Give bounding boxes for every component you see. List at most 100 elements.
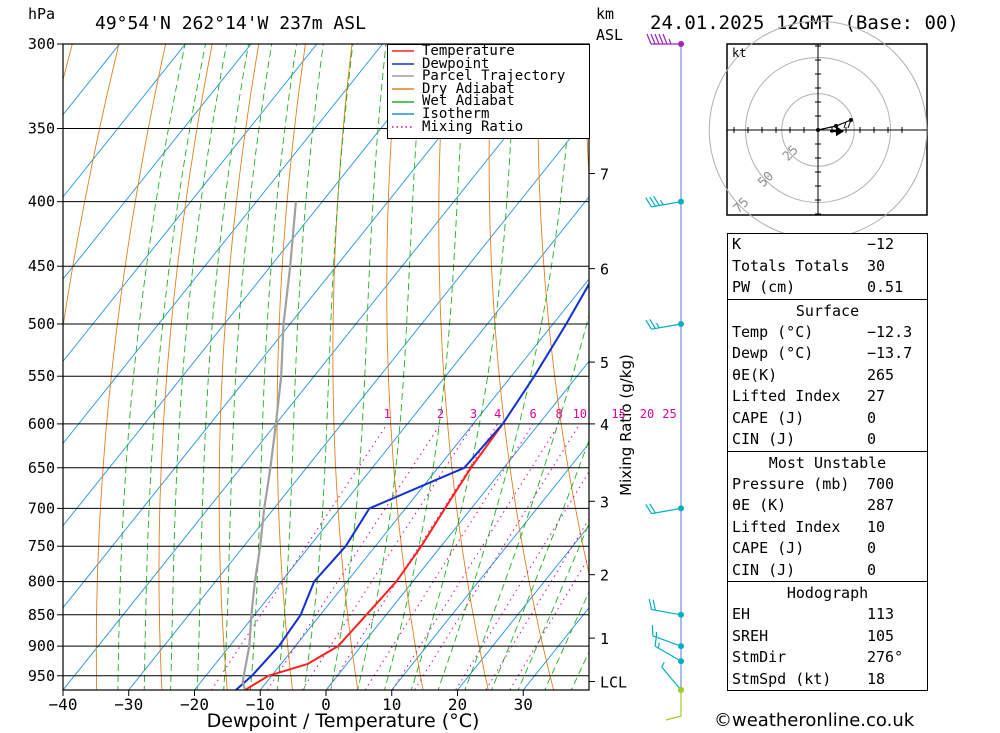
legend-swatch [392, 50, 414, 53]
surface-label: θE(K) [732, 365, 778, 384]
surface-value: 27 [867, 387, 886, 405]
hodograph_table-row: StmDir 276° [728, 647, 927, 669]
most_unstable-label: Pressure (mb) [732, 474, 850, 493]
most_unstable-row: θE (K) 287 [728, 495, 927, 517]
wind-barb [651, 609, 682, 616]
wet-adiabat-line [303, 44, 354, 690]
wet-adiabat-line [117, 44, 186, 690]
legend-swatch [392, 100, 414, 103]
wind-barb-flag [646, 33, 652, 45]
temp-tick-label: −40 [49, 695, 78, 714]
copyright-symbol: © [714, 710, 732, 731]
most_unstable-row: Pressure (mb) 700 [728, 474, 927, 496]
wind-barb-flag [645, 319, 652, 330]
surface-label: Dewp (°C) [732, 344, 814, 362]
hodograph_table-row: SREH 105 [728, 626, 927, 648]
wet-adiabat-line [249, 44, 297, 690]
isotherm-line [259, 278, 589, 690]
mixing-ratio-line [509, 556, 589, 690]
most_unstable-value: 0 [867, 560, 877, 579]
most_unstable-value: 700 [867, 474, 895, 493]
indices-label: K [732, 235, 742, 253]
pressure-label: 350 [28, 119, 55, 137]
wet-adiabat-line [196, 44, 249, 690]
isotherm-line [456, 524, 589, 690]
pressure-label: 600 [28, 415, 55, 433]
footer-copyright[interactable]: ©weatheronline.co.uk [714, 710, 914, 731]
wind-barb-flag [652, 599, 656, 611]
wind-barb-flag [658, 33, 664, 45]
wet-adiabat-line [223, 44, 273, 690]
indices-value: 30 [867, 256, 886, 275]
wind-barb-flag [654, 33, 660, 45]
wind-barb-flag [645, 197, 652, 208]
surface-row: Dewp (°C) −13.7 [728, 343, 927, 365]
mixing-ratio-label: 25 [662, 407, 676, 421]
dry-adiabat-line [0, 6, 37, 704]
temp-tick-label: 20 [448, 695, 467, 714]
surface-section: Surface Temp (°C) −12.3 Dewp (°C) −13.7 θE(K)… [728, 298, 927, 451]
wet-adiabat-line [143, 44, 206, 690]
dry-adiabat-line [332, 44, 359, 690]
surface-value: 265 [867, 365, 895, 384]
isotherm-line [63, 44, 318, 363]
legend-item-temperature: Temperature [388, 44, 589, 58]
km-tick-label: 4 [600, 416, 609, 434]
indices-section: K −12 Totals Totals 30 PW (cm) 0.51 [728, 234, 927, 299]
isotherm-line [325, 360, 589, 690]
wind-barb-half [668, 38, 672, 45]
pressure-label: 400 [28, 193, 55, 211]
footer-site: weatheronline.co.uk [732, 710, 915, 731]
legend-label: Mixing Ratio [422, 118, 524, 135]
indices-label: PW (cm) [732, 278, 796, 296]
hodograph_table-label: StmDir [732, 648, 787, 666]
legend-item-parcel: Parcel Trajectory [388, 69, 589, 83]
legend-swatch [392, 63, 414, 65]
temperature-profile [244, 423, 504, 690]
pressure-label: 550 [28, 367, 55, 385]
wet-adiabat-line [464, 313, 589, 690]
most_unstable-row: CAPE (J) 0 [728, 538, 927, 560]
temp-tick-label: −10 [246, 695, 275, 714]
wind-barb-flag [649, 319, 656, 329]
most_unstable-section: Most Unstable Pressure (mb) 700 θE (K) 287 Li… [728, 450, 927, 582]
legend-item-wet_adiabat: Wet Adiabat [388, 95, 589, 108]
isotherm-line [193, 196, 589, 690]
hodograph_table-value: 113 [867, 605, 895, 623]
most_unstable-value: 287 [867, 496, 895, 514]
mixing-ratio-line [327, 423, 499, 690]
pressure-label: 450 [28, 257, 55, 275]
legend-swatch [392, 126, 414, 128]
wind-barb-half [659, 199, 664, 206]
pressure-label: 500 [28, 315, 55, 333]
pressure-label: 800 [28, 573, 55, 591]
hodograph-barb [843, 119, 852, 129]
surface-wind-barb [665, 690, 682, 721]
pressure-label: 900 [28, 637, 55, 655]
surface-label: CIN (J) [732, 430, 796, 448]
x-axis-label: Dewpoint / Temperature (°C) [207, 710, 480, 732]
indices-value: −12 [867, 235, 895, 253]
indices-table: K −12 Totals Totals 30 PW (cm) 0.51 Surface Tem… [727, 233, 928, 691]
wind-barb-flag [650, 33, 656, 45]
hodograph_table-section: Hodograph EH 113 SREH 105 StmDir 276° StmSpd (k… [728, 581, 927, 690]
hodograph_table-value: 18 [867, 669, 886, 688]
surface-row: θE(K) 265 [728, 365, 927, 387]
hodograph_table-label: StmSpd (kt) [732, 669, 832, 688]
legend-swatch [392, 75, 414, 78]
most_unstable-label: CIN (J) [732, 560, 796, 579]
surface-row: Lifted Index 27 [728, 386, 927, 408]
axis-unit-hpa: hPa [28, 5, 55, 23]
temp-tick-label: 30 [514, 695, 533, 714]
km-tick-label: 5 [600, 354, 609, 372]
wind-barb-half [657, 642, 660, 649]
wind-barb [651, 323, 682, 330]
surface-row: CAPE (J) 0 [728, 408, 927, 430]
legend-swatch [392, 113, 414, 116]
hodograph_table-value: 105 [867, 626, 895, 645]
surface-value: −12.3 [867, 322, 913, 341]
mixing-ratio-line [210, 423, 388, 690]
pressure-label: 650 [28, 459, 55, 477]
legend-item-dry_adiabat: Dry Adiabat [388, 82, 589, 96]
km-tick-label: 7 [600, 166, 609, 184]
